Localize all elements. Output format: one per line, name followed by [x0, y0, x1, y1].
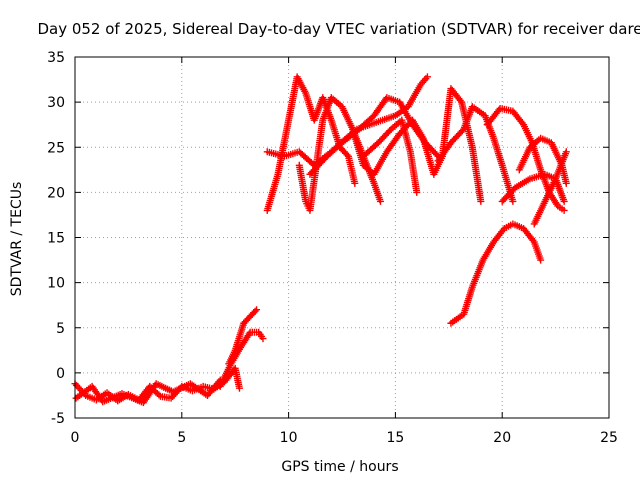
data-point [562, 179, 570, 187]
y-tick-label: 10 [47, 276, 65, 292]
y-tick-label: 20 [47, 185, 65, 201]
data-point [560, 206, 568, 214]
data-point [259, 335, 267, 343]
data-point [537, 256, 545, 264]
data-point [253, 306, 261, 314]
data-point [376, 197, 384, 205]
data-points [71, 73, 570, 407]
data-point [251, 307, 259, 315]
y-tick-label: -5 [51, 411, 65, 427]
data-point [495, 106, 503, 114]
y-tick-label: 0 [56, 366, 65, 382]
data-point [343, 151, 351, 159]
y-tick-label: 30 [47, 95, 65, 111]
data-point [155, 391, 163, 399]
data-point [509, 197, 517, 205]
data-point [477, 197, 485, 205]
data-point [433, 151, 441, 159]
y-tick-label: 15 [47, 231, 65, 247]
data-point [413, 188, 421, 196]
x-tick-label: 0 [71, 430, 80, 446]
y-tick-label: 35 [47, 50, 65, 66]
x-axis-label: GPS time / hours [281, 459, 398, 475]
data-point [562, 148, 570, 156]
x-tick-label: 20 [493, 430, 511, 446]
data-point [423, 73, 431, 81]
x-tick-label: 5 [177, 430, 186, 446]
data-point [351, 179, 359, 187]
axes: 0 5 10 15 20 25 -5 0 5 10 15 20 25 30 35 [47, 50, 618, 446]
data-point [235, 384, 243, 392]
y-axis-label: SDTVAR / TECUs [9, 182, 25, 297]
y-tick-label: 25 [47, 140, 65, 156]
chart-title: Day 052 of 2025, Sidereal Day-to-day VTE… [37, 20, 640, 38]
x-tick-label: 25 [600, 430, 618, 446]
y-tick-label: 5 [56, 321, 65, 337]
data-point [560, 197, 568, 205]
x-tick-label: 15 [386, 430, 404, 446]
x-tick-label: 10 [280, 430, 298, 446]
